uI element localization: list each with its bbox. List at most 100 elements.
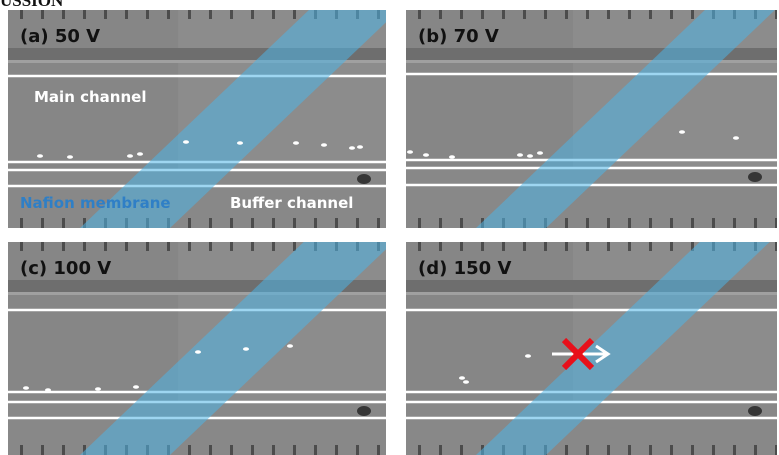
edge-tick	[272, 242, 275, 251]
dark-spot	[357, 174, 371, 184]
dark-spot	[748, 406, 762, 416]
edge-tick	[293, 445, 296, 455]
edge-tick	[775, 10, 778, 19]
particle	[527, 154, 533, 158]
edge-tick	[691, 10, 694, 19]
particle	[67, 155, 73, 159]
particle	[237, 141, 243, 145]
buffer-channel-label: Buffer channel	[230, 194, 353, 212]
edge-tick	[754, 445, 757, 455]
particle	[195, 350, 201, 354]
particle	[137, 152, 143, 156]
edge-tick	[670, 10, 673, 19]
edge-tick	[418, 445, 421, 455]
edge-tick	[188, 10, 191, 19]
edge-tick	[733, 445, 736, 455]
particle	[287, 344, 293, 348]
edge-tick	[502, 242, 505, 251]
edge-tick	[356, 445, 359, 455]
edge-tick	[628, 445, 631, 455]
particle	[243, 347, 249, 351]
particle	[183, 140, 189, 144]
image-panel: (c) 100 V	[8, 242, 394, 455]
edge-tick	[691, 445, 694, 455]
edge-tick	[586, 242, 589, 251]
panel-label: (d) 150 V	[418, 258, 511, 279]
edge-tick	[670, 242, 673, 251]
edge-tick	[544, 242, 547, 251]
edge-tick	[20, 10, 23, 19]
edge-tick	[439, 445, 442, 455]
edge-tick	[607, 10, 610, 19]
edge-tick	[209, 445, 212, 455]
edge-tick	[565, 242, 568, 251]
edge-tick	[335, 218, 338, 228]
figure: USSION (a) 50 VMain channelNafion membra…	[0, 0, 779, 455]
edge-tick	[209, 218, 212, 228]
particle	[459, 376, 465, 380]
edge-tick	[649, 218, 652, 228]
edge-tick	[460, 10, 463, 19]
edge-tick	[607, 218, 610, 228]
edge-tick	[251, 218, 254, 228]
panel-label: (b) 70 V	[418, 26, 499, 47]
edge-tick	[775, 445, 778, 455]
particle	[23, 386, 29, 390]
edge-tick	[523, 242, 526, 251]
edge-tick	[628, 242, 631, 251]
edge-tick	[314, 445, 317, 455]
edge-tick	[83, 10, 86, 19]
edge-tick	[41, 10, 44, 19]
edge-tick	[188, 445, 191, 455]
edge-tick	[439, 10, 442, 19]
edge-tick	[712, 445, 715, 455]
edge-tick	[628, 10, 631, 19]
edge-tick	[565, 445, 568, 455]
particle	[321, 143, 327, 147]
edge-tick	[125, 10, 128, 19]
edge-tick	[460, 242, 463, 251]
edge-tick	[439, 218, 442, 228]
edge-tick	[460, 445, 463, 455]
image-panel: (d) 150 V	[406, 242, 778, 455]
edge-tick	[335, 445, 338, 455]
edge-tick	[649, 445, 652, 455]
particle	[357, 145, 363, 149]
edge-tick	[272, 218, 275, 228]
top-strip-edge	[406, 292, 777, 295]
edge-tick	[586, 218, 589, 228]
particle	[127, 154, 133, 158]
edge-tick	[230, 10, 233, 19]
edge-tick	[418, 218, 421, 228]
membrane-label: Nafion membrane	[20, 194, 171, 212]
edge-tick	[544, 10, 547, 19]
edge-tick	[209, 10, 212, 19]
particle	[423, 153, 429, 157]
edge-tick	[167, 10, 170, 19]
particle	[525, 354, 531, 358]
edge-tick	[460, 218, 463, 228]
edge-tick	[146, 242, 149, 251]
edge-tick	[418, 242, 421, 251]
edge-tick	[188, 242, 191, 251]
edge-tick	[251, 242, 254, 251]
edge-tick	[62, 445, 65, 455]
edge-tick	[125, 242, 128, 251]
edge-tick	[230, 445, 233, 455]
particle	[133, 385, 139, 389]
particle	[37, 154, 43, 158]
edge-tick	[502, 10, 505, 19]
edge-tick	[670, 218, 673, 228]
edge-tick	[20, 445, 23, 455]
edge-tick	[775, 218, 778, 228]
edge-tick	[167, 242, 170, 251]
particle	[679, 130, 685, 134]
dark-spot	[748, 172, 762, 182]
header-fragment: USSION	[0, 0, 64, 10]
edge-tick	[481, 242, 484, 251]
particle	[517, 153, 523, 157]
edge-tick	[565, 10, 568, 19]
edge-tick	[733, 218, 736, 228]
